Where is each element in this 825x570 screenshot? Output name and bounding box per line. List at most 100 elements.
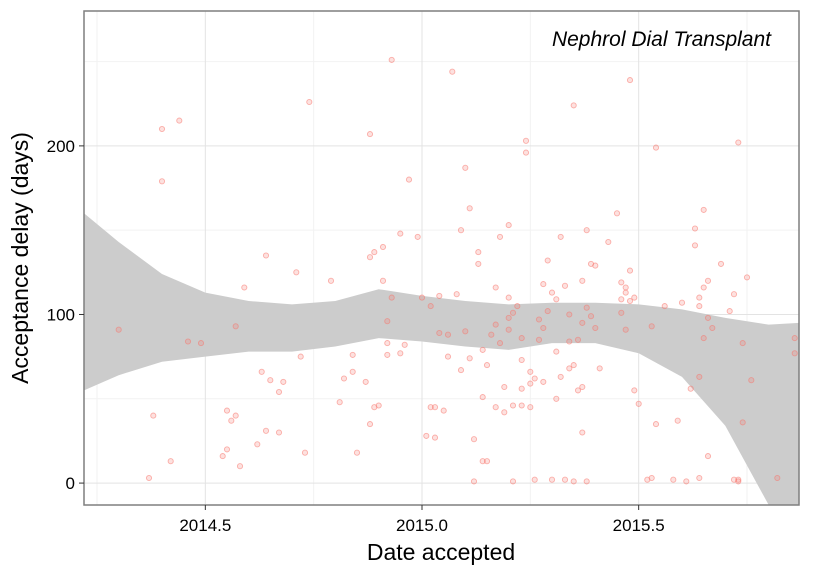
data-point <box>531 476 538 483</box>
data-point <box>548 476 556 483</box>
data-point <box>254 441 261 448</box>
chart-title: Nephrol Dial Transplant <box>552 28 772 51</box>
data-point <box>583 478 590 485</box>
data-point <box>449 68 456 75</box>
data-point <box>553 395 560 402</box>
data-point <box>652 144 660 151</box>
data-point <box>340 375 348 382</box>
data-point <box>440 407 447 414</box>
data-point <box>566 365 573 372</box>
data-point <box>492 284 499 291</box>
data-point <box>540 281 547 288</box>
panel-border <box>83 10 800 506</box>
data-point <box>293 269 300 276</box>
data-point <box>696 294 703 301</box>
data-point <box>301 449 309 456</box>
data-point <box>258 368 265 375</box>
data-point <box>366 254 374 261</box>
data-point <box>228 417 235 424</box>
data-point <box>696 373 703 380</box>
data-point <box>327 277 335 284</box>
data-point <box>709 324 716 332</box>
data-point <box>444 353 452 360</box>
data-point <box>444 331 452 338</box>
data-point <box>479 346 486 353</box>
data-point <box>349 351 356 358</box>
data-point <box>479 458 486 465</box>
data-point <box>306 98 313 106</box>
data-point <box>267 377 274 384</box>
data-point <box>574 336 582 343</box>
data-point <box>236 463 244 470</box>
data-point <box>583 304 590 311</box>
y-tick-label: 200 <box>47 137 75 156</box>
data-point <box>592 262 599 269</box>
data-point <box>388 294 395 301</box>
data-point <box>570 102 577 109</box>
data-point <box>700 284 707 291</box>
data-point <box>622 326 629 333</box>
data-point <box>158 125 166 133</box>
data-point <box>626 77 634 84</box>
data-point <box>544 257 551 264</box>
y-axis-title: Acceptance delay (days) <box>7 132 33 384</box>
data-point <box>505 314 512 321</box>
data-point <box>457 367 465 374</box>
data-point <box>717 260 725 267</box>
data-point <box>739 340 746 347</box>
data-point <box>501 409 508 416</box>
data-point <box>366 421 374 428</box>
data-point <box>553 296 560 303</box>
data-point <box>670 476 677 483</box>
data-point <box>635 400 642 407</box>
data-point <box>379 277 387 284</box>
data-point <box>700 335 707 342</box>
data-point <box>509 309 517 316</box>
data-point <box>475 249 482 256</box>
data-point <box>631 294 638 301</box>
data-point <box>466 205 473 212</box>
data-point <box>700 206 707 213</box>
data-point <box>509 402 517 409</box>
data-point <box>596 365 603 372</box>
y-tick-label: 0 <box>66 474 75 493</box>
data-point <box>548 289 556 296</box>
data-point <box>401 341 408 348</box>
data-point <box>223 407 231 414</box>
data-point <box>371 249 378 256</box>
data-point <box>388 56 395 63</box>
data-point <box>514 303 521 310</box>
data-point <box>704 277 712 284</box>
data-point <box>691 242 699 249</box>
data-point <box>397 350 404 357</box>
data-point <box>297 353 304 360</box>
data-point <box>566 338 573 345</box>
data-point <box>427 303 434 310</box>
x-axis-ticks: 2014.5 2015.0 2015.5 <box>179 505 665 535</box>
data-point <box>184 338 192 345</box>
data-point <box>115 326 122 333</box>
data-point <box>379 243 387 251</box>
data-point <box>592 324 599 332</box>
data-point <box>579 319 586 326</box>
data-point <box>704 314 712 321</box>
data-point <box>518 356 525 364</box>
data-point <box>735 478 742 485</box>
data-point <box>557 373 564 380</box>
data-point <box>466 355 473 362</box>
data-point <box>522 149 530 156</box>
data-point <box>509 478 517 485</box>
data-point <box>648 474 655 482</box>
data-point <box>739 419 746 426</box>
data-point <box>605 238 612 246</box>
data-point <box>730 291 738 298</box>
data-point <box>587 313 595 320</box>
data-point <box>176 117 183 124</box>
data-point <box>241 284 248 291</box>
data-point <box>661 303 668 310</box>
data-point <box>349 368 356 375</box>
data-point <box>158 178 166 185</box>
data-point <box>735 139 742 146</box>
data-point <box>232 412 239 419</box>
